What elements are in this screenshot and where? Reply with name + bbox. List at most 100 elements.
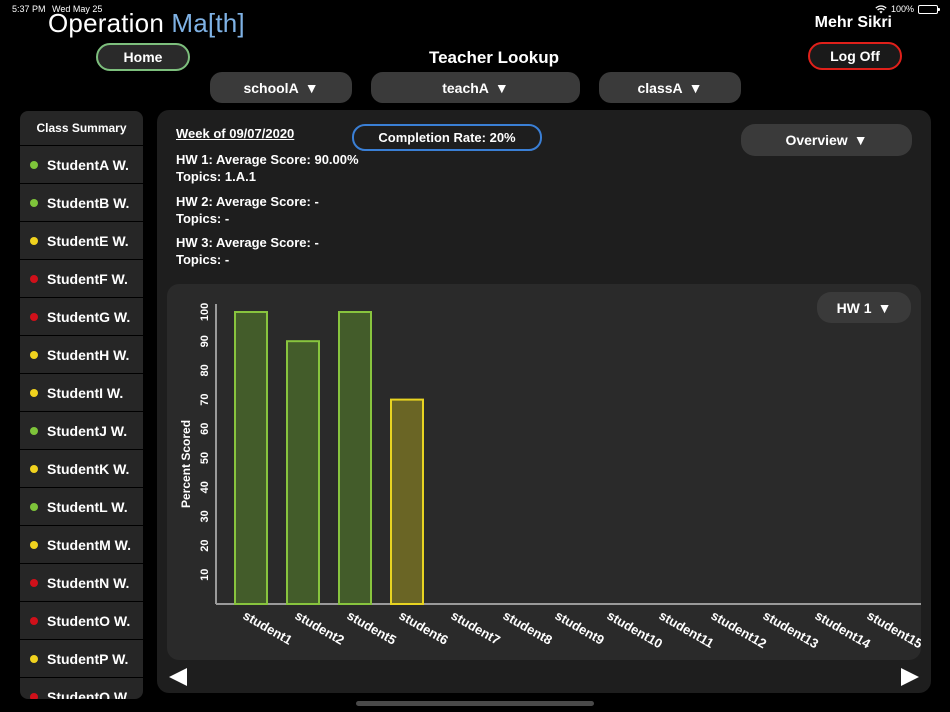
chevron-down-icon: ▼ xyxy=(688,79,703,96)
hw-dropdown-label: HW 1 xyxy=(836,299,872,316)
battery-icon xyxy=(918,4,940,14)
student-list-item[interactable]: StudentL W. xyxy=(20,488,143,526)
battery-percent: 100% xyxy=(890,4,914,14)
hw-summary: HW 1: Average Score: 90.00% Topics: 1.A.… xyxy=(176,151,359,185)
student-name: StudentJ W. xyxy=(47,422,128,439)
student-name: StudentL W. xyxy=(47,498,128,515)
x-tick-label: student10 xyxy=(605,608,666,652)
student-list-item[interactable]: StudentP W. xyxy=(20,640,143,678)
student-name: StudentP W. xyxy=(47,650,129,667)
home-indicator xyxy=(356,701,594,706)
y-tick-label: 80 xyxy=(199,364,211,376)
student-list-item[interactable]: StudentB W. xyxy=(20,184,143,222)
class-summary-sidebar[interactable]: Class Summary StudentA W. StudentB W. Stud… xyxy=(20,111,143,699)
y-tick-label: 20 xyxy=(199,539,211,551)
class-dropdown[interactable]: classA ▼ xyxy=(599,72,741,103)
status-dot xyxy=(30,616,38,625)
chevron-down-icon: ▼ xyxy=(853,132,868,148)
x-tick-label: student12 xyxy=(709,608,770,652)
page-title: Teacher Lookup xyxy=(428,48,560,67)
week-label[interactable]: Week of 09/07/2020 xyxy=(176,126,295,141)
x-tick-label: student7 xyxy=(449,608,503,648)
bar-student6 xyxy=(390,398,424,605)
overview-dropdown[interactable]: Overview ▼ xyxy=(741,124,912,156)
student-list-item[interactable]: StudentA W. xyxy=(20,146,143,184)
status-dot xyxy=(30,426,38,435)
x-tick-label: student8 xyxy=(501,608,555,648)
status-dot xyxy=(30,654,38,663)
x-tick-label: student6 xyxy=(397,608,451,648)
home-button[interactable]: Home xyxy=(96,43,190,71)
student-name: StudentA W. xyxy=(47,156,129,173)
student-name: StudentM W. xyxy=(47,536,131,553)
status-dot xyxy=(30,350,38,359)
student-name: StudentE W. xyxy=(47,232,129,249)
teacher-dropdown-label: teachA xyxy=(442,79,489,96)
student-name: StudentH W. xyxy=(47,346,130,363)
status-dot xyxy=(30,198,38,207)
school-dropdown[interactable]: schoolA ▼ xyxy=(210,72,352,103)
student-name: StudentO W. xyxy=(47,612,131,629)
student-list[interactable]: StudentA W. StudentB W. StudentE W. Student… xyxy=(20,146,143,699)
x-tick-label: student14 xyxy=(813,608,874,652)
student-list-item[interactable]: StudentE W. xyxy=(20,222,143,260)
status-indicators: 100% xyxy=(875,4,940,14)
student-list-item[interactable]: StudentQ W. xyxy=(20,678,143,699)
y-axis-title: Percent Scored xyxy=(179,420,193,508)
student-list-item[interactable]: StudentJ W. xyxy=(20,412,143,450)
bar-student2 xyxy=(286,340,320,605)
hw-score-line: HW 1: Average Score: 90.00% xyxy=(176,152,359,167)
chevron-down-icon: ▼ xyxy=(304,79,319,96)
next-arrow-icon[interactable] xyxy=(899,666,921,688)
student-list-item[interactable]: StudentH W. xyxy=(20,336,143,374)
x-tick-label: student1 xyxy=(241,608,295,648)
main-panel: Week of 09/07/2020 Completion Rate: 20% … xyxy=(157,110,931,693)
hw-summary: HW 3: Average Score: - Topics: - xyxy=(176,234,319,268)
logo-accent-text: Ma[th] xyxy=(171,8,245,38)
hw-topics-line: Topics: - xyxy=(176,252,230,267)
y-tick-label: 10 xyxy=(199,569,211,581)
student-name: StudentN W. xyxy=(47,574,130,591)
status-dot xyxy=(30,236,38,245)
student-list-item[interactable]: StudentG W. xyxy=(20,298,143,336)
y-tick-label: 60 xyxy=(199,423,211,435)
app-logo: Operation Ma[th] xyxy=(48,8,245,39)
score-bar-chart: 10 20 30 40 50 60 70 80 90 100 Percent Scored stude… xyxy=(179,303,921,652)
student-list-item[interactable]: StudentI W. xyxy=(20,374,143,412)
logo-main-text: Operation xyxy=(48,8,172,38)
status-dot xyxy=(30,578,38,587)
x-tick-label: student2 xyxy=(293,608,347,648)
score-chart-panel: 10 20 30 40 50 60 70 80 90 100 Percent Scored stude… xyxy=(167,284,921,660)
logoff-button[interactable]: Log Off xyxy=(808,42,902,70)
hw-dropdown[interactable]: HW 1 ▼ xyxy=(817,292,911,323)
y-tick-label: 50 xyxy=(199,452,211,464)
student-list-item[interactable]: StudentF W. xyxy=(20,260,143,298)
bar-student1 xyxy=(234,311,268,605)
wifi-icon xyxy=(875,4,887,13)
chevron-down-icon: ▼ xyxy=(877,299,892,316)
student-name: StudentF W. xyxy=(47,270,128,287)
status-dot xyxy=(30,274,38,283)
y-tick-label: 30 xyxy=(199,510,211,522)
status-dot xyxy=(30,464,38,473)
completion-rate-badge: Completion Rate: 20% xyxy=(352,124,542,151)
x-tick-label: student5 xyxy=(345,608,399,648)
previous-arrow-icon[interactable] xyxy=(167,666,189,688)
hw-topics-line: Topics: - xyxy=(176,211,230,226)
student-list-item[interactable]: StudentM W. xyxy=(20,526,143,564)
y-tick-label: 40 xyxy=(199,481,211,493)
chevron-down-icon: ▼ xyxy=(494,79,509,96)
status-dot xyxy=(30,692,38,699)
hw-score-line: HW 3: Average Score: - xyxy=(176,235,319,250)
status-dot xyxy=(30,388,38,397)
teacher-dropdown[interactable]: teachA ▼ xyxy=(371,72,580,103)
class-dropdown-label: classA xyxy=(637,79,683,96)
student-list-item[interactable]: StudentK W. xyxy=(20,450,143,488)
status-dot xyxy=(30,540,38,549)
user-name: Mehr Sikri xyxy=(814,14,892,31)
x-tick-label: student13 xyxy=(761,608,822,652)
sidebar-title: Class Summary xyxy=(20,111,143,146)
student-list-item[interactable]: StudentO W. xyxy=(20,602,143,640)
student-list-item[interactable]: StudentN W. xyxy=(20,564,143,602)
x-tick-label: student9 xyxy=(553,608,607,648)
